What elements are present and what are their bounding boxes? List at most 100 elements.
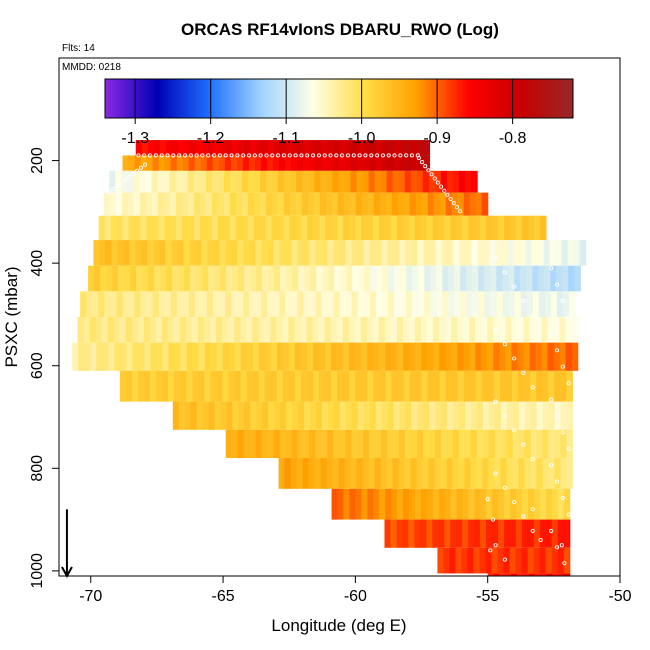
heatmap-cell xyxy=(465,170,472,193)
heatmap-cell xyxy=(403,370,411,402)
heatmap-cell xyxy=(198,342,206,371)
heatmap-cell xyxy=(240,317,247,343)
track-marker xyxy=(252,153,257,158)
track-marker xyxy=(432,176,437,181)
heatmap-cell xyxy=(127,192,135,216)
heatmap-cell xyxy=(327,240,335,266)
heatmap-cell xyxy=(164,155,172,171)
x-axis: -70 -65 -60 -55 -50 xyxy=(79,575,632,605)
heatmap-cell xyxy=(493,342,501,371)
heatmap-cell xyxy=(485,547,493,574)
heatmap-cell xyxy=(414,215,422,241)
heatmap-cell xyxy=(289,215,297,241)
heatmap-cell xyxy=(333,140,341,156)
heatmap-cell xyxy=(410,458,418,489)
heatmap-cell xyxy=(294,317,302,343)
heatmap-cell xyxy=(146,291,154,317)
heatmap-cell xyxy=(235,170,243,193)
heatmap-cell xyxy=(303,140,311,156)
track-marker xyxy=(182,153,188,158)
heatmap-cell xyxy=(285,240,293,266)
heatmap-cell xyxy=(375,140,383,156)
heatmap-cell xyxy=(506,458,514,489)
heatmap-cell xyxy=(288,370,296,402)
heatmap-cell xyxy=(325,192,333,216)
heatmap-cell xyxy=(363,291,371,317)
heatmap-cell xyxy=(116,215,124,241)
heatmap-cell xyxy=(145,170,153,193)
heatmap-cell xyxy=(432,488,440,520)
heatmap-cell xyxy=(568,265,575,292)
heatmap-cell xyxy=(184,265,191,292)
heatmap-cell xyxy=(566,429,573,459)
heatmap-cell xyxy=(123,240,131,266)
heatmap-cell xyxy=(296,458,304,489)
heatmap-cell xyxy=(162,370,169,402)
heatmap-cell xyxy=(153,240,161,266)
heatmap-cell xyxy=(302,458,310,489)
heatmap-cell xyxy=(545,547,553,574)
heatmap-cell xyxy=(171,240,179,266)
heatmap-cell xyxy=(488,458,496,489)
track-marker xyxy=(554,348,560,353)
heatmap-cell xyxy=(219,240,227,266)
heatmap-cell xyxy=(256,265,263,292)
heatmap-cell xyxy=(439,192,447,216)
heatmap-cell xyxy=(277,192,285,216)
heatmap-cell xyxy=(512,429,520,459)
heatmap-cell xyxy=(496,265,503,292)
heatmap-cell xyxy=(212,291,220,317)
heatmap-cell xyxy=(109,192,117,216)
heatmap-cell xyxy=(308,458,316,489)
track-marker xyxy=(502,413,507,419)
heatmap-cell xyxy=(277,215,285,241)
heatmap-cell xyxy=(402,519,409,548)
heatmap-cell xyxy=(493,317,500,343)
heatmap-cell xyxy=(247,215,255,241)
heatmap-cell xyxy=(333,291,341,317)
track-marker xyxy=(171,153,176,158)
track-marker xyxy=(135,168,140,173)
heatmap-cell xyxy=(446,170,454,193)
heatmap-cell xyxy=(165,140,173,156)
heatmap-cell xyxy=(292,265,299,292)
heatmap-cell xyxy=(111,240,119,266)
heatmap-cell xyxy=(426,215,434,241)
heatmap-cell xyxy=(375,155,382,171)
heatmap-cell xyxy=(369,291,377,317)
heatmap-cell xyxy=(363,429,370,459)
heatmap-cell xyxy=(465,401,472,430)
heatmap-cell xyxy=(228,342,236,371)
heatmap-cell xyxy=(409,370,417,402)
heatmap-cell xyxy=(291,140,299,156)
heatmap-cell xyxy=(321,429,328,459)
heatmap-cell xyxy=(414,488,422,520)
heatmap-cell xyxy=(560,429,567,459)
heatmap-cell xyxy=(296,170,303,193)
heatmap-cell xyxy=(336,317,344,343)
y-tick-label: 400 xyxy=(29,250,46,277)
colorbar-tick-label: -0.9 xyxy=(423,130,451,147)
heatmap-cell xyxy=(264,342,272,371)
heatmap-cell xyxy=(442,265,449,292)
track-marker xyxy=(200,153,205,158)
heatmap-cell xyxy=(315,240,323,266)
track-marker xyxy=(138,165,144,170)
heatmap-cell xyxy=(420,488,428,520)
track-marker xyxy=(398,153,403,158)
heatmap-cell xyxy=(285,155,292,171)
heatmap-cell xyxy=(393,240,401,266)
heatmap-cell xyxy=(232,401,239,430)
heatmap-cell xyxy=(207,140,215,156)
heatmap-cell xyxy=(478,265,485,292)
heatmap-cell xyxy=(396,519,404,548)
heatmap-cell xyxy=(202,401,210,430)
heatmap-cell xyxy=(177,240,185,266)
heatmap-cell xyxy=(139,192,147,216)
heatmap-cell xyxy=(412,291,419,317)
heatmap-cell xyxy=(160,265,167,292)
heatmap-cell xyxy=(400,291,407,317)
heatmap-cell xyxy=(548,458,555,489)
heatmap-cell xyxy=(447,401,454,430)
heatmap-cell xyxy=(339,140,347,156)
